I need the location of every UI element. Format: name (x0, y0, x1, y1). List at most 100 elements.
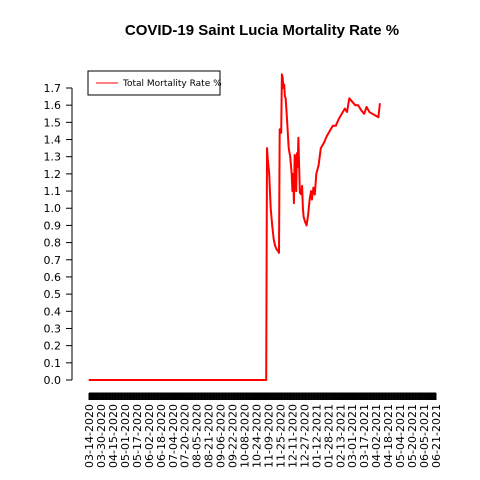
x-tick-label: 12-11-2020 (286, 404, 299, 468)
data-point (299, 192, 301, 194)
x-tick-label: 08-05-2020 (191, 404, 204, 468)
data-point (326, 135, 328, 137)
y-tick-label: 1.2 (44, 168, 62, 181)
data-point (285, 97, 287, 99)
legend: Total Mortality Rate % (87, 70, 222, 96)
x-tick-label: 06-05-2021 (418, 404, 431, 468)
x-tick-label: 04-02-2021 (370, 404, 383, 468)
data-point (277, 250, 279, 252)
x-tick-label: 09-22-2020 (227, 404, 240, 468)
data-point (281, 73, 283, 75)
data-point (280, 132, 282, 134)
data-point (315, 173, 317, 175)
data-point (341, 113, 343, 115)
x-tick-label: 05-01-2020 (119, 404, 132, 468)
x-tick-label: 03-14-2020 (83, 404, 96, 468)
data-point (271, 224, 273, 227)
data-point (338, 118, 340, 120)
data-point (267, 157, 269, 160)
x-tick-label: 05-20-2021 (406, 404, 419, 468)
y-tick-label: 1.6 (44, 99, 62, 112)
data-point (363, 113, 365, 115)
x-tick-label: 01-28-2021 (322, 404, 335, 468)
data-point (297, 166, 299, 168)
y-tick-label: 0.0 (44, 374, 62, 387)
data-point (278, 252, 280, 254)
x-tick-label: 01-12-2021 (310, 404, 323, 468)
data-point (311, 199, 313, 201)
data-point (320, 147, 322, 149)
data-point (274, 245, 276, 247)
chart-title: COVID-19 Saint Lucia Mortality Rate % (125, 22, 399, 39)
x-tick-label: 04-18-2021 (382, 404, 395, 468)
series-layer (88, 73, 381, 381)
series-line (89, 73, 381, 381)
x-tick-label: 06-18-2020 (155, 404, 168, 468)
data-point (323, 142, 325, 144)
x-tick-label: 07-04-2020 (167, 404, 180, 468)
data-point (286, 121, 288, 123)
data-point (273, 238, 275, 240)
data-point (346, 111, 348, 113)
x-tick-label: 03-01-2021 (346, 404, 359, 468)
data-point (266, 147, 268, 149)
data-point (310, 190, 312, 192)
data-point (301, 185, 303, 187)
y-tick-label: 0.7 (44, 254, 62, 267)
data-point (297, 137, 299, 139)
data-point (371, 113, 374, 115)
data-point (365, 106, 368, 108)
data-point (368, 111, 371, 113)
data-point (354, 104, 356, 106)
x-tick-label: 09-06-2020 (215, 404, 228, 468)
data-point (270, 207, 272, 209)
data-point (302, 207, 304, 209)
x-tick-label: 03-30-2020 (95, 404, 108, 468)
data-point (329, 130, 331, 132)
data-point (298, 164, 300, 166)
x-tick-label: 10-08-2020 (239, 404, 252, 468)
data-point (88, 379, 90, 381)
data-point (357, 104, 359, 106)
data-point (360, 109, 362, 111)
data-point (312, 187, 314, 189)
y-tick-label: 0.8 (44, 237, 62, 250)
x-tick-label: 06-21-2021 (430, 404, 443, 468)
data-point (265, 379, 267, 381)
x-axis: 03-14-202003-30-202004-15-202005-01-2020… (83, 392, 443, 468)
y-tick-label: 1.5 (44, 116, 62, 129)
data-point (300, 193, 302, 196)
data-point (279, 130, 282, 132)
data-point (292, 173, 294, 175)
data-point (379, 102, 381, 105)
data-point (304, 221, 306, 223)
data-point (291, 173, 293, 175)
y-tick-label: 1.3 (44, 151, 62, 164)
x-tick-label: 03-17-2021 (358, 404, 371, 468)
data-point (295, 190, 297, 192)
legend-label: Total Mortality Rate % (122, 79, 222, 89)
y-tick-label: 0.9 (44, 219, 62, 232)
y-tick-label: 0.6 (44, 271, 62, 284)
x-tick-label: 05-17-2020 (131, 404, 144, 468)
data-point (268, 173, 270, 175)
x-tick-label: 04-15-2020 (107, 404, 120, 468)
x-tick-label: 06-02-2020 (143, 404, 156, 468)
data-point (374, 114, 377, 117)
data-point (306, 224, 308, 227)
data-point (344, 108, 346, 110)
data-point (317, 164, 320, 166)
data-point (296, 152, 298, 154)
data-point (335, 125, 337, 127)
y-tick-label: 1.1 (44, 185, 62, 198)
x-tick-label: 07-20-2020 (179, 404, 192, 468)
y-tick-label: 0.5 (44, 288, 62, 301)
data-point (314, 193, 316, 196)
data-point (307, 214, 309, 216)
data-point (288, 147, 290, 149)
x-tick-label: 11-25-2020 (274, 404, 287, 468)
y-tick-label: 1.7 (44, 82, 62, 95)
data-point (283, 83, 285, 86)
data-point (351, 101, 353, 103)
